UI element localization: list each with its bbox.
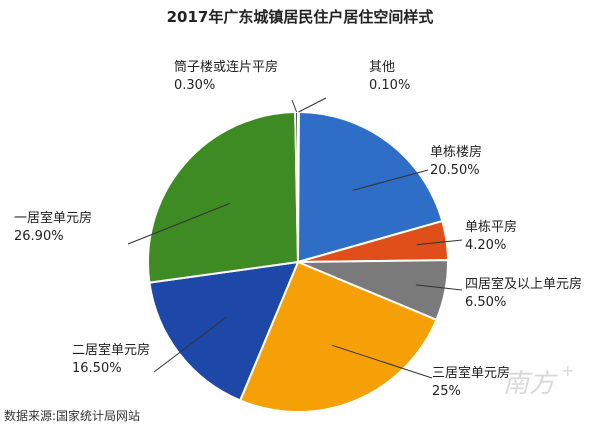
slice-label: 一居室单元房 26.90%: [14, 210, 92, 244]
pie-slice: [238, 260, 438, 413]
pie-slice: [147, 111, 300, 284]
slice-label-value: 6.50%: [465, 295, 506, 310]
source-note: 数据来源:国家统计局网站: [4, 408, 140, 423]
slice-label-name: 三居室单元房: [432, 365, 510, 381]
leader-line: [415, 284, 463, 291]
slice-label-name: 筒子楼或连片平房: [174, 59, 278, 75]
slice-label-value: 0.10%: [369, 78, 410, 93]
leader-lines: [127, 97, 463, 379]
leader-line: [298, 97, 327, 113]
slice-label-name: 其他: [369, 60, 395, 75]
watermark-logo: 南方 +: [503, 361, 574, 399]
watermark-plus: +: [561, 361, 574, 380]
slice-label-value: 20.50%: [430, 163, 480, 178]
chart-title: 2017年广东城镇居民住户居住空间样式: [167, 8, 434, 26]
slice-label-name: 单栋楼房: [430, 144, 482, 160]
slice-label-value: 26.90%: [14, 229, 64, 244]
pie-slice: [294, 110, 299, 263]
slice-label-name: 单栋平房: [465, 219, 517, 235]
slice-label-value: 16.50%: [72, 361, 122, 376]
slice-label-name: 四居室及以上单元房: [465, 276, 582, 292]
pie-slices: [147, 110, 450, 413]
slice-label: 其他 0.10%: [369, 60, 410, 93]
watermark-text: 南方: [503, 369, 558, 399]
slice-label-value: 4.20%: [465, 238, 506, 253]
slice-label-name: 二居室单元房: [72, 342, 150, 358]
leader-line: [352, 169, 429, 191]
leader-line: [416, 239, 463, 246]
leader-line: [153, 316, 228, 373]
leader-line: [332, 344, 433, 379]
slice-label: 单栋平房 4.20%: [465, 219, 517, 253]
slice-label-value: 25%: [432, 384, 461, 399]
pie-slice: [148, 260, 300, 402]
leader-line: [127, 203, 230, 245]
slice-label: 筒子楼或连片平房 0.30%: [174, 59, 278, 93]
slice-label-value: 0.30%: [174, 78, 215, 93]
slice-label: 单栋楼房 20.50%: [430, 144, 482, 178]
slice-label: 二居室单元房 16.50%: [72, 342, 150, 376]
leader-line: [291, 99, 298, 113]
slice-label-name: 一居室单元房: [14, 210, 92, 226]
slice-labels: 其他 0.10% 单栋楼房 20.50% 单栋平房 4.20% 四居室及以上单元房 6.50%…: [14, 59, 582, 399]
slice-label: 三居室单元房 25%: [432, 365, 510, 399]
slice-label: 四居室及以上单元房 6.50%: [465, 276, 582, 310]
pie-slice: [296, 110, 444, 264]
